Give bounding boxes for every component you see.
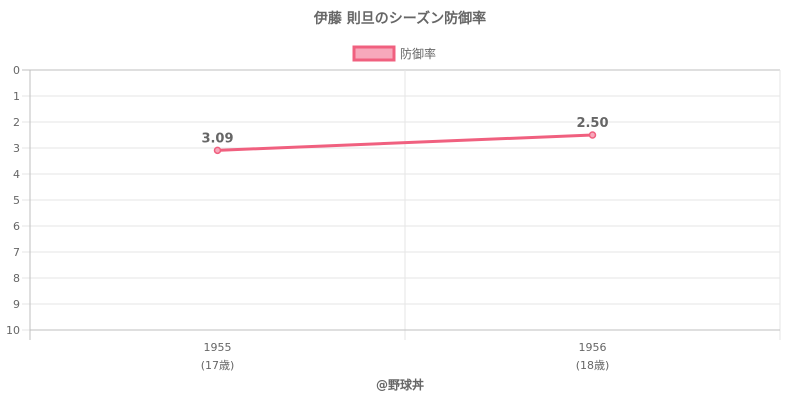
- legend-swatch: [352, 45, 396, 62]
- legend[interactable]: 防御率: [352, 45, 436, 62]
- y-tick-label: 5: [13, 194, 20, 207]
- y-tick-label: 3: [13, 142, 20, 155]
- series-era: 3.09 2.50: [201, 116, 609, 155]
- series-line: [217, 133, 593, 152]
- x-tick-label: 1956: [579, 341, 607, 354]
- credit-label: @野球丼: [376, 377, 424, 392]
- x-axis-ticks: 1955 (17歳) 1956 (18歳): [201, 341, 610, 372]
- gridlines: [22, 69, 781, 340]
- y-tick-label: 1: [13, 90, 20, 103]
- y-tick-label: 7: [13, 246, 20, 259]
- data-point: [213, 146, 222, 155]
- data-label: 2.50: [576, 116, 608, 131]
- y-tick-label: 2: [13, 116, 20, 129]
- x-tick-label: 1955: [204, 341, 232, 354]
- y-tick-label: 9: [13, 298, 20, 311]
- y-tick-label: 4: [13, 168, 20, 181]
- legend-label: 防御率: [400, 46, 436, 61]
- x-tick-sublabel: (17歳): [201, 359, 235, 372]
- x-tick-sublabel: (18歳): [576, 359, 610, 372]
- data-point: [588, 131, 597, 139]
- y-tick-label: 6: [13, 220, 20, 233]
- y-tick-label: 0: [13, 64, 20, 77]
- y-axis-ticks: 0 1 2 3 4 5 6 7 8 9 10: [6, 64, 20, 337]
- y-tick-label: 10: [6, 324, 20, 337]
- data-label: 3.09: [201, 131, 233, 146]
- y-tick-label: 8: [13, 272, 20, 285]
- chart-title: 伊藤 則旦のシーズン防御率: [313, 10, 486, 27]
